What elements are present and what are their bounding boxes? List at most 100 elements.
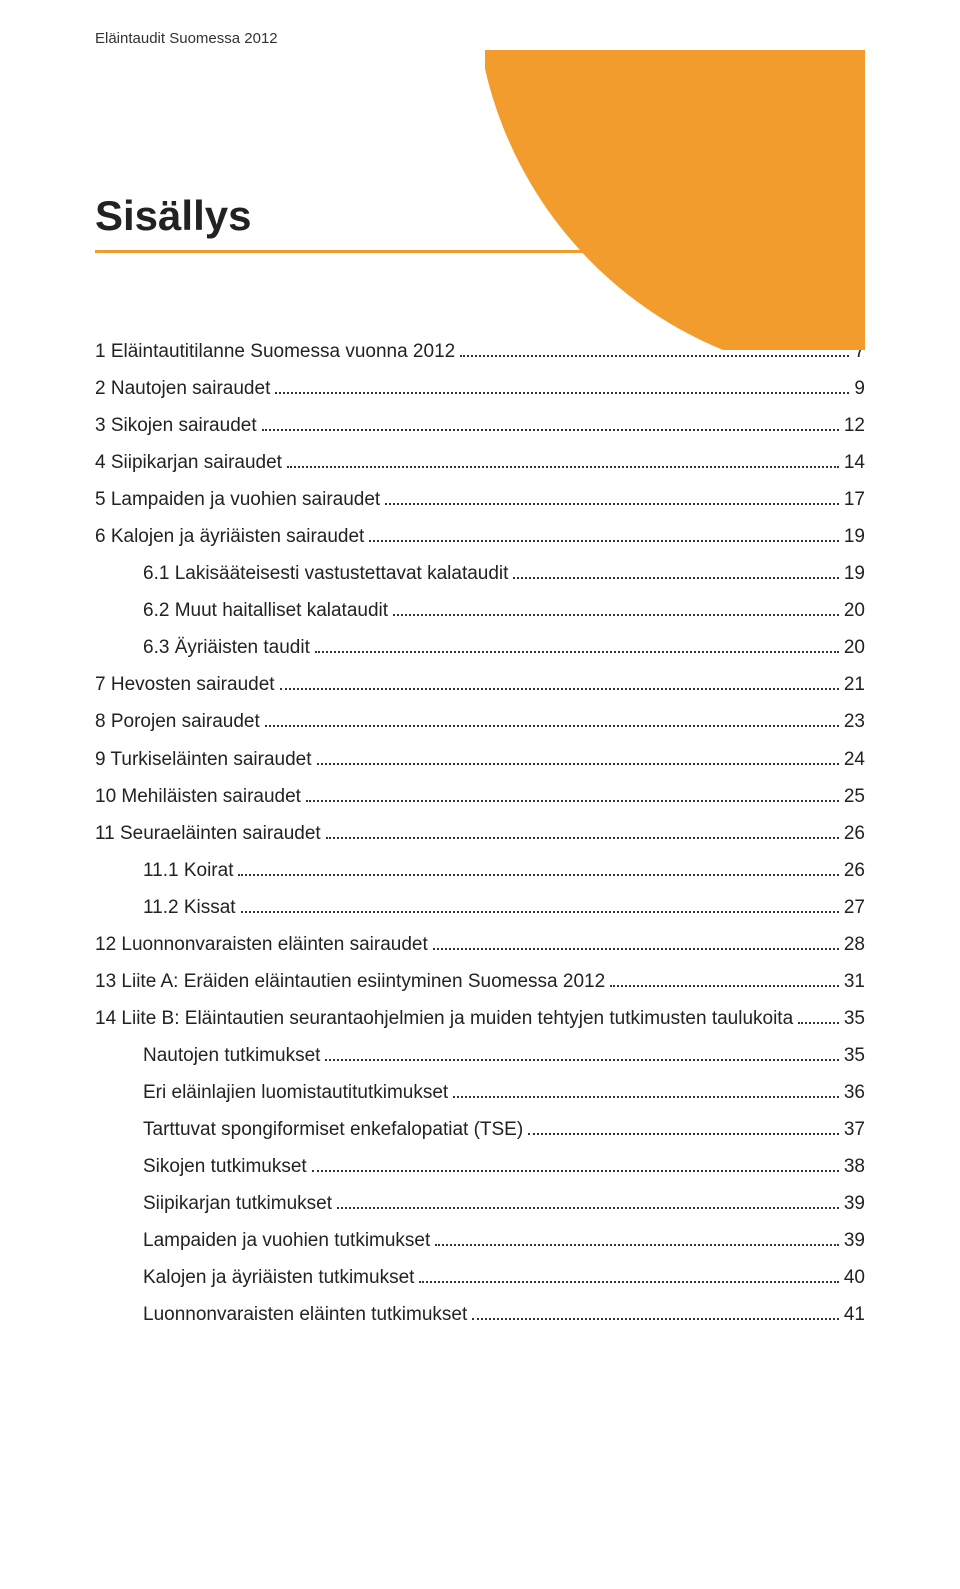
toc-entry-page: 23 (844, 703, 865, 740)
toc-row: 3 Sikojen sairaudet 12 (95, 407, 865, 444)
toc-row: 4 Siipikarjan sairaudet 14 (95, 444, 865, 481)
toc-entry-page: 27 (844, 889, 865, 926)
toc-dot-leader (287, 466, 839, 468)
toc-entry-page: 12 (844, 407, 865, 444)
toc-row: 8 Porojen sairaudet 23 (95, 703, 865, 740)
corner-decoration (485, 50, 865, 350)
toc-entry-page: 37 (844, 1111, 865, 1148)
toc-entry-label: Tarttuvat spongiformiset enkefalopatiat … (143, 1111, 523, 1148)
toc-dot-leader (528, 1133, 839, 1135)
toc-entry-page: 28 (844, 926, 865, 963)
toc-row: Siipikarjan tutkimukset 39 (95, 1185, 865, 1222)
toc-entry-page: 41 (844, 1296, 865, 1333)
toc-row: 11.2 Kissat 27 (95, 889, 865, 926)
toc-entry-label: Eri eläinlajien luomistautitutkimukset (143, 1074, 448, 1111)
toc-row: Sikojen tutkimukset38 (95, 1148, 865, 1185)
toc-dot-leader (460, 355, 849, 357)
toc-row: 12 Luonnonvaraisten eläinten sairaudet 28 (95, 926, 865, 963)
toc-row: Luonnonvaraisten eläinten tutkimukset 41 (95, 1296, 865, 1333)
toc-entry-label: 6.1 Lakisääteisesti vastustettavat kalat… (143, 555, 508, 592)
toc-entry-page: 14 (844, 444, 865, 481)
toc-dot-leader (238, 874, 838, 876)
toc-row: 2 Nautojen sairaudet 9 (95, 370, 865, 407)
toc-entry-page: 24 (844, 741, 865, 778)
toc-dot-leader (419, 1281, 838, 1283)
toc-entry-label: 7 Hevosten sairaudet (95, 666, 275, 703)
toc-entry-label: 3 Sikojen sairaudet (95, 407, 257, 444)
toc-dot-leader (317, 763, 839, 765)
toc-row: 5 Lampaiden ja vuohien sairaudet 17 (95, 481, 865, 518)
toc-entry-page: 19 (844, 555, 865, 592)
table-of-contents: 1 Eläintautitilanne Suomessa vuonna 2012… (95, 333, 865, 1333)
toc-row: Lampaiden ja vuohien tutkimukset 39 (95, 1222, 865, 1259)
toc-dot-leader (369, 540, 839, 542)
toc-entry-page: 17 (844, 481, 865, 518)
toc-dot-leader (472, 1318, 839, 1320)
toc-entry-page: 35 (844, 1000, 865, 1037)
toc-entry-label: 1 Eläintautitilanne Suomessa vuonna 2012 (95, 333, 455, 370)
toc-entry-label: 4 Siipikarjan sairaudet (95, 444, 282, 481)
toc-dot-leader (385, 503, 839, 505)
toc-entry-label: 9 Turkiseläinten sairaudet (95, 741, 312, 778)
toc-row: 6.3 Äyriäisten taudit20 (95, 629, 865, 666)
toc-row: Tarttuvat spongiformiset enkefalopatiat … (95, 1111, 865, 1148)
toc-entry-label: 13 Liite A: Eräiden eläintautien esiinty… (95, 963, 605, 1000)
toc-dot-leader (280, 688, 839, 690)
toc-dot-leader (312, 1170, 839, 1172)
toc-row: 13 Liite A: Eräiden eläintautien esiinty… (95, 963, 865, 1000)
toc-entry-page: 39 (844, 1185, 865, 1222)
toc-row: 14 Liite B: Eläintautien seurantaohjelmi… (95, 1000, 865, 1037)
toc-row: Eri eläinlajien luomistautitutkimukset 36 (95, 1074, 865, 1111)
toc-row: 11.1 Koirat 26 (95, 852, 865, 889)
toc-entry-label: 14 Liite B: Eläintautien seurantaohjelmi… (95, 1000, 793, 1037)
toc-row: Nautojen tutkimukset35 (95, 1037, 865, 1074)
toc-entry-page: 20 (844, 592, 865, 629)
toc-entry-label: 11.1 Koirat (143, 852, 233, 889)
toc-row: 6.1 Lakisääteisesti vastustettavat kalat… (95, 555, 865, 592)
toc-entry-page: 26 (844, 815, 865, 852)
toc-entry-page: 40 (844, 1259, 865, 1296)
toc-dot-leader (610, 985, 839, 987)
toc-entry-label: 6 Kalojen ja äyriäisten sairaudet (95, 518, 364, 555)
toc-row: 9 Turkiseläinten sairaudet 24 (95, 741, 865, 778)
toc-dot-leader (337, 1207, 839, 1209)
toc-dot-leader (241, 911, 839, 913)
toc-dot-leader (265, 725, 839, 727)
toc-entry-page: 35 (844, 1037, 865, 1074)
toc-entry-page: 39 (844, 1222, 865, 1259)
toc-row: 10 Mehiläisten sairaudet25 (95, 778, 865, 815)
toc-entry-page: 9 (854, 370, 865, 407)
toc-entry-label: 11.2 Kissat (143, 889, 236, 926)
toc-entry-page: 36 (844, 1074, 865, 1111)
toc-entry-page: 26 (844, 852, 865, 889)
toc-dot-leader (275, 392, 849, 394)
toc-entry-label: Lampaiden ja vuohien tutkimukset (143, 1222, 430, 1259)
toc-entry-label: 12 Luonnonvaraisten eläinten sairaudet (95, 926, 428, 963)
toc-row: Kalojen ja äyriäisten tutkimukset40 (95, 1259, 865, 1296)
toc-entry-label: Siipikarjan tutkimukset (143, 1185, 332, 1222)
toc-entry-page: 19 (844, 518, 865, 555)
orange-arc-shape (485, 50, 865, 350)
toc-entry-label: 11 Seuraeläinten sairaudet (95, 815, 321, 852)
toc-entry-page: 31 (844, 963, 865, 1000)
toc-entry-label: 2 Nautojen sairaudet (95, 370, 270, 407)
toc-entry-label: 8 Porojen sairaudet (95, 703, 260, 740)
toc-row: 6 Kalojen ja äyriäisten sairaudet 19 (95, 518, 865, 555)
page: Eläintaudit Suomessa 2012 Sisällys 1 Elä… (0, 0, 960, 1589)
running-header: Eläintaudit Suomessa 2012 (95, 30, 865, 47)
toc-entry-label: 5 Lampaiden ja vuohien sairaudet (95, 481, 380, 518)
toc-dot-leader (325, 1059, 838, 1061)
toc-dot-leader (435, 1244, 839, 1246)
toc-dot-leader (798, 1022, 839, 1024)
toc-dot-leader (306, 800, 839, 802)
toc-dot-leader (262, 429, 839, 431)
toc-dot-leader (513, 577, 838, 579)
toc-entry-label: Luonnonvaraisten eläinten tutkimukset (143, 1296, 467, 1333)
toc-row: 11 Seuraeläinten sairaudet 26 (95, 815, 865, 852)
toc-entry-label: 6.3 Äyriäisten taudit (143, 629, 310, 666)
toc-dot-leader (326, 837, 839, 839)
toc-entry-page: 38 (844, 1148, 865, 1185)
toc-dot-leader (433, 948, 839, 950)
toc-row: 6.2 Muut haitalliset kalataudit20 (95, 592, 865, 629)
toc-entry-page: 21 (844, 666, 865, 703)
